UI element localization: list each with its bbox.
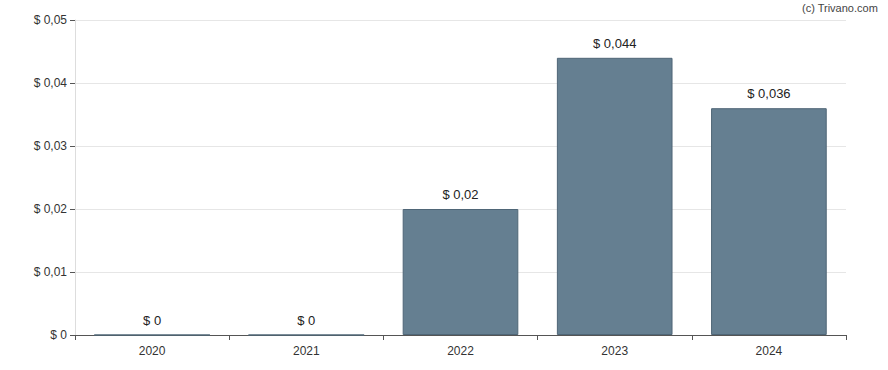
svg-text:$ 0,05: $ 0,05: [34, 13, 68, 27]
svg-text:2024: 2024: [756, 344, 783, 358]
svg-text:$ 0,01: $ 0,01: [34, 265, 68, 279]
svg-text:$ 0: $ 0: [143, 313, 161, 328]
svg-text:2021: 2021: [293, 344, 320, 358]
svg-text:$ 0,03: $ 0,03: [34, 139, 68, 153]
svg-text:2023: 2023: [601, 344, 628, 358]
svg-text:$ 0: $ 0: [297, 313, 315, 328]
svg-text:(c) Trivano.com: (c) Trivano.com: [802, 2, 878, 14]
svg-text:$ 0: $ 0: [50, 328, 67, 342]
svg-text:$ 0,02: $ 0,02: [442, 187, 478, 202]
svg-text:$ 0,02: $ 0,02: [34, 202, 68, 216]
svg-text:$ 0,044: $ 0,044: [593, 36, 636, 51]
svg-text:2020: 2020: [139, 344, 166, 358]
svg-text:$ 0,04: $ 0,04: [34, 76, 68, 90]
svg-text:$ 0,036: $ 0,036: [747, 86, 790, 101]
svg-text:2022: 2022: [447, 344, 474, 358]
